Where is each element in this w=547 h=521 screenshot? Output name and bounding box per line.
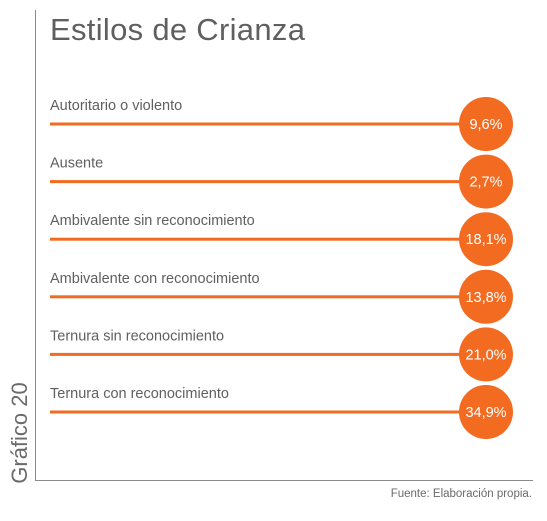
value-label: 18,1% xyxy=(465,232,506,248)
value-marker xyxy=(459,385,513,439)
category-rule-line xyxy=(50,352,470,356)
category-label: Ambivalente sin reconocimiento xyxy=(50,213,255,229)
chart-title: Estilos de Crianza xyxy=(50,12,306,47)
category-label: Ausente xyxy=(50,156,103,172)
value-marker xyxy=(459,327,513,382)
chart-row: Ternura sin reconocimiento 21,0% xyxy=(50,327,513,382)
category-rule-line xyxy=(50,295,470,299)
frame-bottom-axis xyxy=(35,480,533,481)
chart-row: Ambivalente con reconocimiento 13,8% xyxy=(50,269,513,324)
source-note: Fuente: Elaboración propia. xyxy=(390,488,532,500)
value-marker xyxy=(459,154,513,209)
value-label: 9,6% xyxy=(469,117,502,133)
value-marker xyxy=(459,97,513,151)
value-marker xyxy=(459,269,513,324)
chart-row: Autoritario o violento 9,6% xyxy=(50,97,513,151)
value-label: 21,0% xyxy=(465,347,506,363)
value-label: 34,9% xyxy=(465,405,506,421)
category-rule-line xyxy=(50,122,470,126)
chart-row: Ternura con reconocimiento 34,9% xyxy=(50,385,513,439)
value-marker xyxy=(459,212,513,267)
chart-row: Ausente 2,7% xyxy=(50,154,513,209)
value-label: 13,8% xyxy=(465,290,506,306)
category-label: Ternura con reconocimiento xyxy=(50,386,229,402)
category-rule-line xyxy=(50,180,470,184)
category-rule-line xyxy=(50,237,470,241)
value-label: 2,7% xyxy=(469,175,502,191)
chart-row: Ambivalente sin reconocimiento 18,1% xyxy=(50,212,513,267)
category-label: Ambivalente con reconocimiento xyxy=(50,271,260,287)
category-label: Ternura sin reconocimiento xyxy=(50,328,224,344)
category-rule-line xyxy=(50,410,470,414)
category-label: Autoritario o violento xyxy=(50,98,182,114)
frame-left-axis xyxy=(35,10,36,480)
